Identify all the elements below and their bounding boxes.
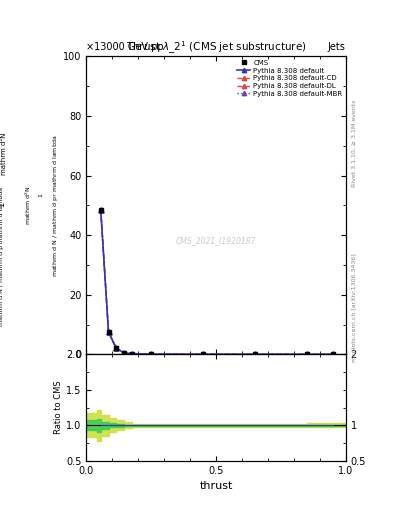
Line: Pythia 8.308 default: Pythia 8.308 default (98, 207, 335, 357)
Pythia 8.308 default-CD (106, 329, 111, 335)
Text: CMS_2021_I1920187: CMS_2021_I1920187 (176, 237, 256, 246)
Text: mcplots.cern.ch [arXiv:1306.3436]: mcplots.cern.ch [arXiv:1306.3436] (352, 253, 357, 361)
Pythia 8.308 default-MBR (129, 351, 134, 357)
Pythia 8.308 default-MBR (106, 329, 111, 335)
Pythia 8.308 default (201, 351, 206, 357)
Y-axis label: Ratio to CMS: Ratio to CMS (55, 381, 63, 434)
Pythia 8.308 default (253, 351, 257, 357)
Pythia 8.308 default-DL (106, 329, 111, 335)
Pythia 8.308 default-DL (129, 351, 134, 357)
Text: 1: 1 (0, 202, 6, 207)
Text: mathrm d N / mathrm d p mathrm d lambda: mathrm d N / mathrm d p mathrm d lambda (0, 186, 4, 326)
Pythia 8.308 default-DL (122, 350, 127, 356)
Line: Pythia 8.308 default-MBR: Pythia 8.308 default-MBR (98, 207, 335, 357)
CMS (129, 351, 134, 357)
CMS (149, 351, 154, 357)
Legend: CMS, Pythia 8.308 default, Pythia 8.308 default-CD, Pythia 8.308 default-DL, Pyt: CMS, Pythia 8.308 default, Pythia 8.308 … (237, 60, 342, 97)
X-axis label: thrust: thrust (200, 481, 233, 491)
Pythia 8.308 default (122, 350, 127, 356)
Pythia 8.308 default (98, 207, 103, 213)
Pythia 8.308 default-MBR (114, 345, 119, 351)
Pythia 8.308 default-DL (331, 351, 335, 357)
CMS (305, 351, 309, 357)
Pythia 8.308 default-MBR (253, 351, 257, 357)
Pythia 8.308 default-CD (149, 351, 154, 357)
Pythia 8.308 default (106, 329, 111, 335)
CMS (253, 351, 257, 357)
Pythia 8.308 default-CD (305, 351, 309, 357)
Pythia 8.308 default (149, 351, 154, 357)
Text: Rivet 3.1.10, ≥ 3.1M events: Rivet 3.1.10, ≥ 3.1M events (352, 100, 357, 187)
Y-axis label: mathrm d$^2$N

          1

mathrm d N / mathrm d p$_T$ mathrm d lambda: mathrm d$^2$N 1 mathrm d N / mathrm d p$… (24, 134, 61, 277)
Text: ×13000 GeV pp: ×13000 GeV pp (86, 42, 164, 52)
Line: CMS: CMS (98, 207, 335, 357)
Pythia 8.308 default-CD (201, 351, 206, 357)
Line: Pythia 8.308 default-DL: Pythia 8.308 default-DL (98, 207, 335, 357)
Pythia 8.308 default (331, 351, 335, 357)
Pythia 8.308 default-CD (129, 351, 134, 357)
Pythia 8.308 default-DL (98, 207, 103, 213)
Text: Jets: Jets (328, 42, 346, 52)
Pythia 8.308 default-CD (331, 351, 335, 357)
CMS (106, 329, 111, 335)
Pythia 8.308 default-CD (122, 350, 127, 356)
Pythia 8.308 default-DL (201, 351, 206, 357)
Pythia 8.308 default-CD (253, 351, 257, 357)
Pythia 8.308 default-MBR (98, 207, 103, 213)
Pythia 8.308 default-MBR (305, 351, 309, 357)
Pythia 8.308 default-MBR (149, 351, 154, 357)
CMS (122, 350, 127, 356)
CMS (201, 351, 206, 357)
Title: Thrust $\lambda\_2^1$ (CMS jet substructure): Thrust $\lambda\_2^1$ (CMS jet substruct… (126, 40, 307, 56)
Pythia 8.308 default (129, 351, 134, 357)
CMS (114, 345, 119, 351)
CMS (331, 351, 335, 357)
Pythia 8.308 default-MBR (331, 351, 335, 357)
Text: mathrm d²N: mathrm d²N (1, 132, 7, 175)
Line: Pythia 8.308 default-CD: Pythia 8.308 default-CD (98, 207, 335, 357)
Pythia 8.308 default-MBR (122, 350, 127, 356)
Pythia 8.308 default-CD (98, 207, 103, 213)
Pythia 8.308 default-DL (114, 345, 119, 351)
Pythia 8.308 default (114, 345, 119, 351)
Pythia 8.308 default-MBR (201, 351, 206, 357)
Pythia 8.308 default-DL (149, 351, 154, 357)
Pythia 8.308 default-DL (253, 351, 257, 357)
Pythia 8.308 default-CD (114, 345, 119, 351)
Pythia 8.308 default (305, 351, 309, 357)
CMS (98, 207, 103, 213)
Pythia 8.308 default-DL (305, 351, 309, 357)
